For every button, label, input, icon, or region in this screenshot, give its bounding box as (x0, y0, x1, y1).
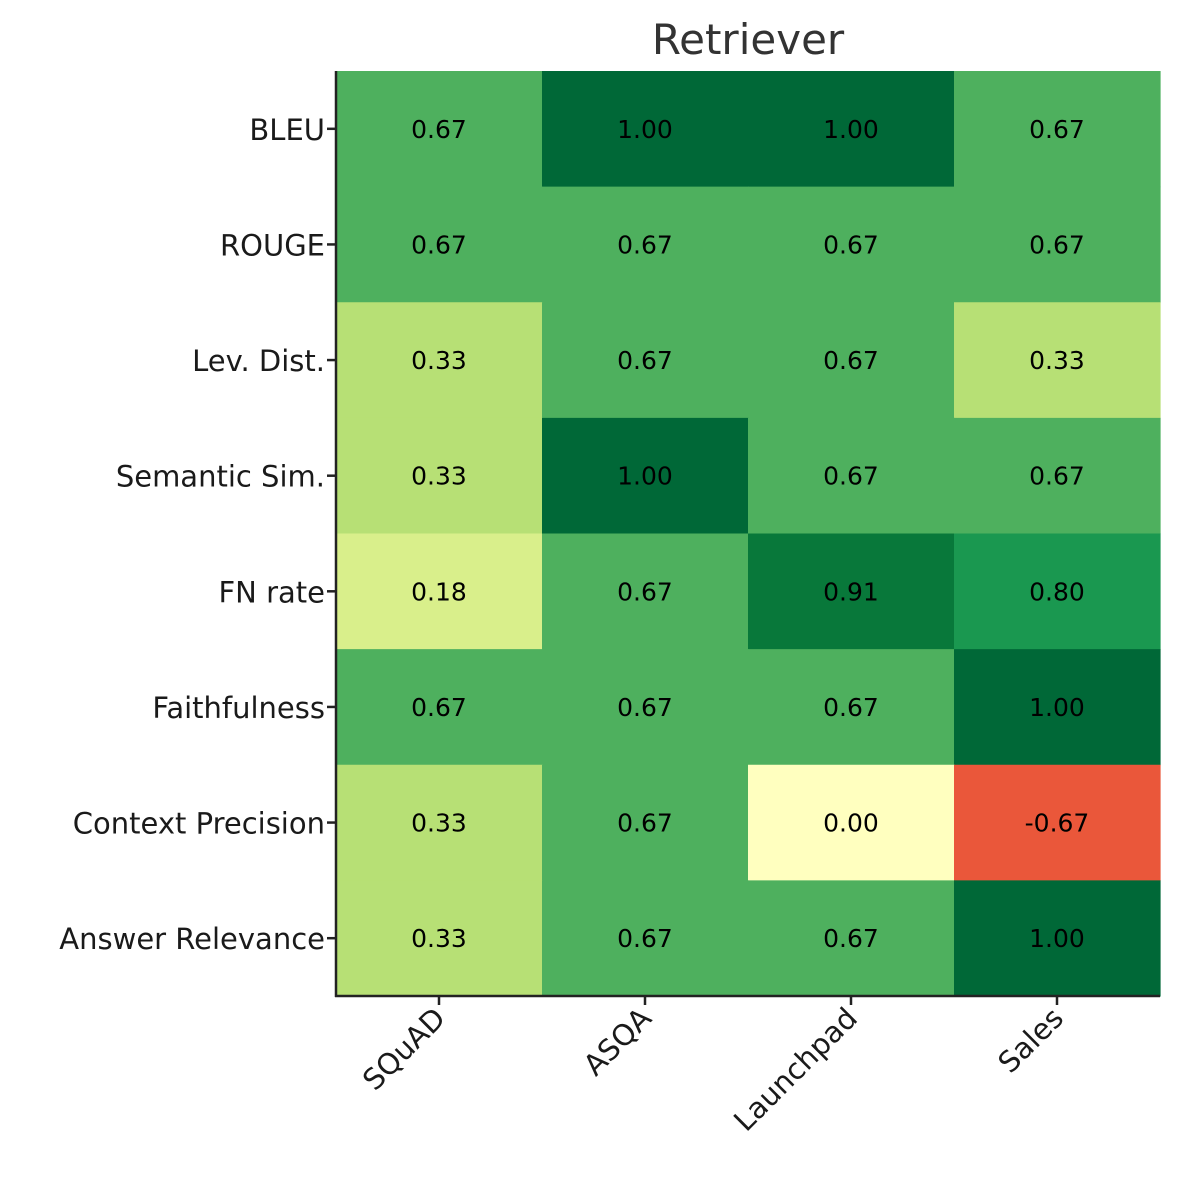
y-tick-label: FN rate (219, 575, 326, 609)
y-tick-label: Faithfulness (152, 691, 325, 725)
heatmap-cell (336, 533, 543, 650)
y-tick-label: Context Precision (73, 807, 325, 841)
row-tick-labels: BLEU ROUGE Lev. Dist. Semantic Sim. FN rate F… (59, 113, 325, 956)
heatmap-cell (954, 764, 1161, 881)
cell-value-label: 0.67 (617, 809, 673, 838)
heatmap-cell (336, 764, 543, 881)
cell-value-label: 0.67 (823, 693, 879, 722)
cell-value-label: 0.67 (617, 693, 673, 722)
heatmap-cell (954, 649, 1161, 766)
cell-value-label: 1.00 (617, 462, 673, 491)
y-tick-label: Answer Relevance (59, 922, 325, 956)
x-tick-label: Sales (991, 1001, 1070, 1080)
heatmap-cell (542, 186, 749, 303)
heatmap-cell (748, 880, 955, 997)
cell-value-label: 0.18 (411, 577, 467, 606)
cell-value-label: 0.67 (1029, 462, 1085, 491)
heatmap-cell (542, 533, 749, 650)
cell-value-label: 0.67 (617, 577, 673, 606)
heatmap-cell (542, 71, 749, 188)
heatmap-cell (542, 880, 749, 997)
heatmap-cell (542, 764, 749, 881)
heatmap-cell (748, 533, 955, 650)
heatmap-cell (954, 302, 1161, 419)
heatmap-cell (336, 649, 543, 766)
chart-title: Retriever (652, 15, 845, 64)
cell-value-label: 0.80 (1029, 577, 1085, 606)
heatmap-cell (954, 71, 1161, 188)
heatmap-cell (748, 649, 955, 766)
heatmap-cell (954, 417, 1161, 535)
cell-value-label: 0.33 (411, 346, 467, 375)
heatmap-cell (336, 71, 543, 188)
heatmap-cell (954, 880, 1161, 997)
cell-value-label: 1.00 (1029, 693, 1085, 722)
heatmap-cell (748, 417, 955, 535)
cell-value-label: 0.67 (823, 230, 879, 259)
cell-value-label: 1.00 (823, 115, 879, 144)
y-tick-label: Semantic Sim. (116, 460, 325, 494)
cell-value-label: 0.67 (823, 924, 879, 953)
cell-value-label: 0.67 (617, 230, 673, 259)
cell-value-label: 0.33 (411, 462, 467, 491)
cell-value-label: 0.67 (1029, 115, 1085, 144)
cell-value-label: 0.67 (823, 462, 879, 491)
cell-value-label: 0.67 (1029, 230, 1085, 259)
heatmap-cell (542, 417, 749, 535)
cell-value-label: 0.67 (411, 693, 467, 722)
cell-value-label: 0.67 (411, 115, 467, 144)
cell-value-label: -0.67 (1025, 809, 1090, 838)
y-tick-label: ROUGE (220, 228, 325, 262)
heatmap-cell (336, 186, 543, 303)
x-tick-label: ASQA (577, 1001, 658, 1082)
cell-value-label: 0.33 (411, 924, 467, 953)
y-tick-label: BLEU (249, 113, 325, 147)
cell-value-label: 0.67 (823, 346, 879, 375)
cell-value-label: 0.33 (1029, 346, 1085, 375)
heatmap-cells (336, 71, 1161, 997)
cell-value-label: 0.67 (617, 924, 673, 953)
heatmap-cell (542, 302, 749, 419)
heatmap-cell (954, 186, 1161, 303)
heatmap-cell (748, 302, 955, 419)
cell-value-label: 0.91 (823, 577, 879, 606)
heatmap-cell (336, 302, 543, 419)
heatmap-cell (748, 71, 955, 188)
axes (327, 71, 1160, 1005)
cell-value-label: 0.67 (617, 346, 673, 375)
heatmap-cell (336, 417, 543, 535)
cell-value-labels: 0.67 1.00 1.00 0.67 0.67 0.67 0.67 0.67 0.33 0.67… (411, 115, 1089, 953)
x-tick-label: Launchpad (727, 1001, 864, 1138)
heatmap-cell (954, 533, 1161, 650)
heatmap-cell (336, 880, 543, 997)
cell-value-label: 1.00 (1029, 924, 1085, 953)
column-tick-labels: SQuAD ASQA Launchpad Sales (356, 1001, 1070, 1138)
y-tick-label: Lev. Dist. (192, 344, 325, 378)
x-tick-label: SQuAD (356, 1001, 452, 1097)
cell-value-label: 0.00 (823, 809, 879, 838)
cell-value-label: 1.00 (617, 115, 673, 144)
cell-value-label: 0.67 (411, 230, 467, 259)
heatmap-cell (748, 764, 955, 881)
heatmap-cell (748, 186, 955, 303)
cell-value-label: 0.33 (411, 809, 467, 838)
heatmap-cell (542, 649, 749, 766)
